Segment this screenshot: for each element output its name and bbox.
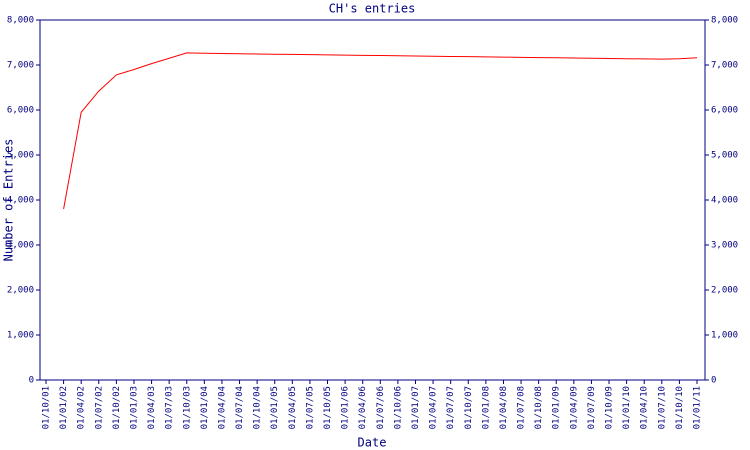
x-tick-label: 01/10/05 [323,386,333,429]
x-tick-label: 01/10/07 [464,386,474,429]
x-tick-label: 01/10/06 [393,386,403,429]
y-tick-label: 7,000 [7,61,34,71]
x-tick-label: 01/07/06 [376,386,386,429]
x-tick-label: 01/10/08 [534,386,544,429]
y-axis-label: Number of Entries [2,139,16,262]
x-tick-label: 01/01/11 [693,386,703,429]
x-tick-label: 01/04/06 [358,386,368,429]
y-tick-label: 0 [711,376,716,386]
x-tick-label: 01/07/09 [587,386,597,429]
y-tick-label: 3,000 [711,241,738,251]
x-tick-label: 01/10/04 [253,386,263,429]
x-tick-label: 01/04/08 [499,386,509,429]
x-tick-label: 01/04/04 [217,386,227,429]
y-tick-label: 8,000 [711,16,738,26]
y-tick-label: 1,000 [711,331,738,341]
x-tick-label: 01/07/07 [446,386,456,429]
plot-frame [39,19,706,381]
y-tick-label: 4,000 [7,196,34,206]
x-tick-label: 01/07/10 [657,386,667,429]
x-tick-label: 01/01/02 [59,386,69,429]
y-tick-label: 5,000 [7,151,34,161]
y-tick-label: 6,000 [711,106,738,116]
x-tick-label: 01/01/03 [129,386,139,429]
x-tick-label: 01/01/06 [341,386,351,429]
x-tick-label: 01/01/09 [552,386,562,429]
y-tick-label: 7,000 [711,61,738,71]
chart-title: CH's entries [329,2,416,16]
y-tick-label: 1,000 [7,331,34,341]
x-tick-label: 01/10/01 [42,386,52,429]
x-tick-label: 01/10/10 [675,386,685,429]
x-tick-label: 01/04/02 [77,386,87,429]
x-tick-label: 01/01/10 [622,386,632,429]
y-tick-label: 4,000 [711,196,738,206]
line-series [63,52,698,210]
x-tick-label: 01/01/04 [200,386,210,429]
x-tick-label: 01/07/05 [305,386,315,429]
x-tick-label: 01/04/10 [640,386,650,429]
x-tick-label: 01/04/05 [288,386,298,429]
y-tick-label: 3,000 [7,241,34,251]
x-tick-label: 01/07/03 [165,386,175,429]
x-tick-label: 01/04/03 [147,386,157,429]
x-tick-label: 01/10/09 [605,386,615,429]
x-tick-label: 01/10/02 [112,386,122,429]
y-tick-label: 6,000 [7,106,34,116]
x-axis-label: Date [358,436,387,450]
x-tick-label: 01/07/08 [517,386,527,429]
y-tick-label: 2,000 [7,286,34,296]
y-tick-label: 5,000 [711,151,738,161]
y-tick-label: 8,000 [7,16,34,26]
x-tick-label: 01/01/07 [411,386,421,429]
y-tick-label: 0 [29,376,34,386]
x-tick-label: 01/04/07 [429,386,439,429]
x-tick-label: 01/01/05 [270,386,280,429]
x-tick-label: 01/01/08 [481,386,491,429]
x-tick-label: 01/07/02 [94,386,104,429]
x-tick-label: 01/07/04 [235,386,245,429]
x-tick-label: 01/10/03 [182,386,192,429]
x-tick-label: 01/04/09 [569,386,579,429]
y-tick-label: 2,000 [711,286,738,296]
